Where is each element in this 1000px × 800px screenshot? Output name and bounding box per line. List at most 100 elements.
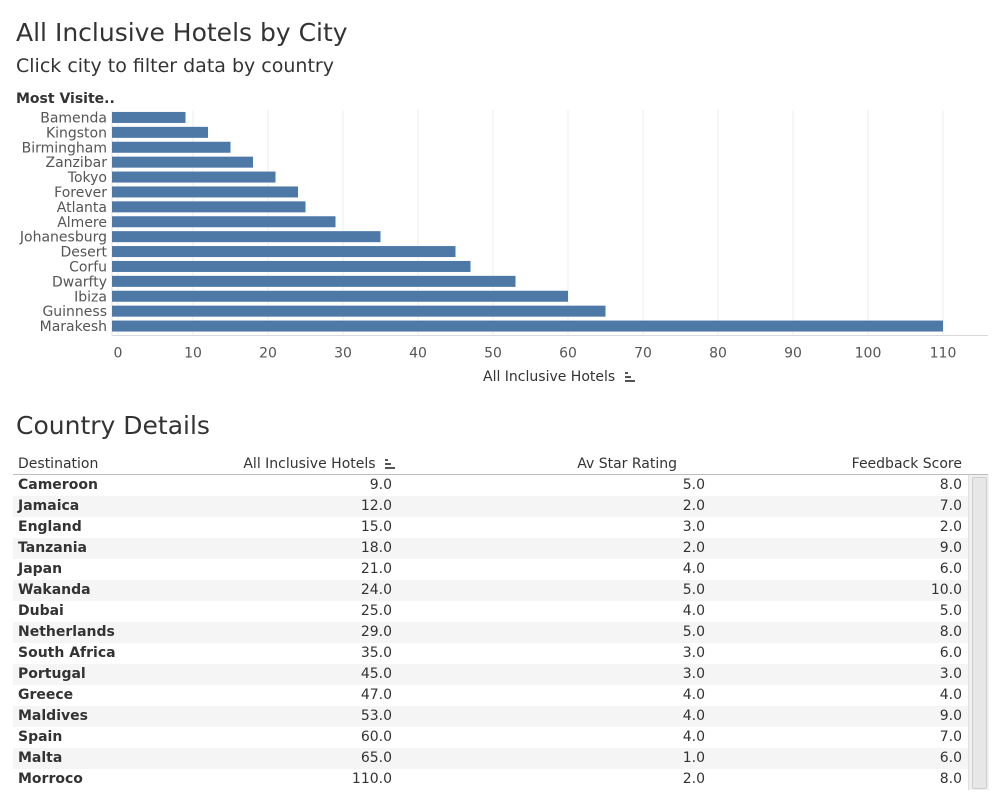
cell-destination: Maldives: [18, 708, 88, 724]
cell-av-star-rating: 3.0: [682, 645, 705, 661]
bar-kingston[interactable]: [112, 126, 208, 138]
cell-all-inclusive-hotels: 29.0: [360, 624, 392, 640]
cell-av-star-rating: 4.0: [682, 708, 705, 724]
category-label[interactable]: Johanesburg: [19, 230, 107, 246]
bar-guinness[interactable]: [112, 305, 606, 317]
cell-all-inclusive-hotels: 60.0: [360, 729, 392, 745]
cell-feedback-score: 6.0: [939, 561, 962, 577]
table-row[interactable]: Morroco 110.0 2.0 8.0: [13, 769, 988, 790]
table-row[interactable]: England 15.0 3.0 2.0: [13, 517, 988, 538]
sort-descending-icon[interactable]: [624, 371, 636, 383]
table-row[interactable]: Japan 21.0 4.0 6.0: [13, 559, 988, 580]
cell-feedback-score: 4.0: [939, 687, 962, 703]
header-destination[interactable]: Destination: [18, 456, 99, 472]
bar-almere[interactable]: [112, 216, 336, 228]
cell-av-star-rating: 1.0: [682, 750, 705, 766]
cell-destination: Greece: [18, 687, 74, 703]
x-tick-label: 50: [484, 346, 502, 362]
category-label[interactable]: Forever: [54, 185, 107, 201]
cell-all-inclusive-hotels: 45.0: [360, 666, 392, 682]
bar-birmingham[interactable]: [112, 141, 231, 153]
cell-av-star-rating: 4.0: [682, 729, 705, 745]
cell-av-star-rating: 4.0: [682, 687, 705, 703]
table-row[interactable]: Jamaica 12.0 2.0 7.0: [13, 496, 988, 517]
cell-all-inclusive-hotels: 18.0: [360, 540, 392, 556]
bar-dwarfty[interactable]: [112, 275, 516, 287]
table-row[interactable]: Greece 47.0 4.0 4.0: [13, 685, 988, 706]
cell-destination: Spain: [18, 729, 63, 745]
bar-zanzibar[interactable]: [112, 156, 253, 168]
x-tick-label: 100: [855, 346, 882, 362]
cell-destination: Morroco: [18, 771, 83, 787]
bar-bamenda[interactable]: [112, 111, 186, 123]
category-label[interactable]: Ibiza: [74, 289, 107, 305]
table-row[interactable]: Portugal 45.0 3.0 3.0: [13, 664, 988, 685]
table-row[interactable]: Cameroon 9.0 5.0 8.0: [13, 475, 988, 496]
bar-johanesburg[interactable]: [112, 231, 381, 243]
table-row[interactable]: Maldives 53.0 4.0 9.0: [13, 706, 988, 727]
header-av-star-rating[interactable]: Av Star Rating: [577, 456, 677, 472]
category-label[interactable]: Corfu: [69, 259, 107, 275]
cell-feedback-score: 8.0: [939, 624, 962, 640]
cell-destination: Jamaica: [18, 498, 80, 514]
cell-destination: South Africa: [18, 645, 116, 661]
cell-destination: England: [18, 519, 82, 535]
dashboard-title: All Inclusive Hotels by City: [16, 18, 348, 47]
category-label[interactable]: Zanzibar: [45, 155, 107, 171]
cell-destination: Japan: [18, 561, 63, 577]
table-scrollbar[interactable]: [968, 475, 989, 790]
category-label[interactable]: Atlanta: [57, 200, 107, 216]
category-label[interactable]: Guinness: [42, 304, 107, 320]
category-label[interactable]: Birmingham: [22, 140, 107, 156]
cell-av-star-rating: 3.0: [682, 666, 705, 682]
cell-destination: Malta: [18, 750, 63, 766]
cell-all-inclusive-hotels: 110.0: [351, 771, 392, 787]
cell-feedback-score: 7.0: [939, 729, 962, 745]
sort-descending-icon[interactable]: [384, 458, 396, 470]
cell-feedback-score: 8.0: [939, 477, 962, 493]
cell-all-inclusive-hotels: 21.0: [360, 561, 392, 577]
cell-destination: Portugal: [18, 666, 86, 682]
bar-atlanta[interactable]: [112, 201, 306, 213]
category-label[interactable]: Tokyo: [67, 170, 107, 186]
table-row[interactable]: Netherlands 29.0 5.0 8.0: [13, 622, 988, 643]
cell-feedback-score: 6.0: [939, 750, 962, 766]
bar-desert[interactable]: [112, 246, 456, 258]
table-row[interactable]: South Africa 35.0 3.0 6.0: [13, 643, 988, 664]
table-row[interactable]: Wakanda 24.0 5.0 10.0: [13, 580, 988, 601]
header-all-inclusive-hotels[interactable]: All Inclusive Hotels: [243, 456, 396, 472]
cell-all-inclusive-hotels: 24.0: [360, 582, 392, 598]
cell-av-star-rating: 4.0: [682, 561, 705, 577]
category-label[interactable]: Almere: [57, 215, 107, 231]
category-label[interactable]: Kingston: [46, 125, 107, 141]
bar-tokyo[interactable]: [112, 171, 276, 183]
x-tick-label: 0: [114, 346, 123, 362]
header-feedback-score[interactable]: Feedback Score: [851, 456, 962, 472]
x-tick-label: 90: [784, 346, 802, 362]
cell-all-inclusive-hotels: 47.0: [360, 687, 392, 703]
cell-destination: Cameroon: [18, 477, 98, 493]
category-label[interactable]: Dwarfty: [52, 274, 107, 290]
bar-corfu[interactable]: [112, 260, 471, 272]
cell-destination: Dubai: [18, 603, 64, 619]
category-label[interactable]: Marakesh: [40, 319, 107, 335]
header-all-inclusive-hotels-label: All Inclusive Hotels: [243, 456, 376, 472]
table-row[interactable]: Malta 65.0 1.0 6.0: [13, 748, 988, 769]
bar-forever[interactable]: [112, 186, 298, 198]
cell-feedback-score: 5.0: [939, 603, 962, 619]
cell-av-star-rating: 5.0: [682, 624, 705, 640]
bar-marakesh[interactable]: [112, 320, 943, 332]
table-row[interactable]: Dubai 25.0 4.0 5.0: [13, 601, 988, 622]
table-row[interactable]: Spain 60.0 4.0 7.0: [13, 727, 988, 748]
category-label[interactable]: Bamenda: [40, 110, 107, 126]
x-axis-title[interactable]: All Inclusive Hotels: [483, 369, 636, 385]
country-details-title: Country Details: [16, 411, 210, 440]
cell-av-star-rating: 2.0: [682, 498, 705, 514]
table-row[interactable]: Tanzania 18.0 2.0 9.0: [13, 538, 988, 559]
category-label[interactable]: Desert: [60, 245, 107, 261]
x-axis-title-text: All Inclusive Hotels: [483, 369, 616, 385]
bar-ibiza[interactable]: [112, 290, 568, 302]
chart-row-header[interactable]: Most Visite..: [16, 91, 115, 107]
cell-feedback-score: 8.0: [939, 771, 962, 787]
scrollbar-thumb[interactable]: [972, 477, 987, 789]
